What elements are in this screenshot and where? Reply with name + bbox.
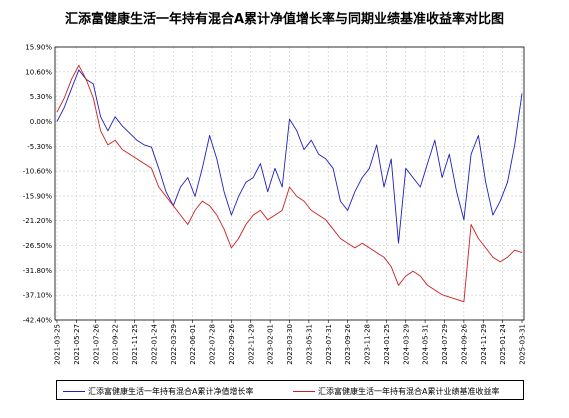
y-tick-labels: 15.90% 10.60% 5.30% 0.00% -5.30% -10.60% -15.9… <box>23 44 53 325</box>
y-tick-label: 5.30% <box>30 93 53 101</box>
legend-swatch-nav <box>63 391 85 392</box>
axes <box>54 46 525 323</box>
x-tick-label: 2023-11-28 <box>364 324 372 365</box>
x-tick-label: 2023-02-01 <box>267 324 275 365</box>
legend-label-benchmark: 汇添富健康生活一年持有混合A累计业绩基准收益率 <box>318 387 500 396</box>
x-tick-label: 2021-09-22 <box>112 324 120 365</box>
y-tick-label: -5.30% <box>27 143 52 151</box>
y-tick-label: -31.80% <box>23 267 53 275</box>
grid <box>55 46 524 321</box>
x-tick-label: 2024-11-29 <box>480 324 488 365</box>
x-tick-label: 2021-11-25 <box>131 324 139 365</box>
series-line-1 <box>56 64 523 303</box>
x-tick-label: 2024-09-26 <box>460 323 468 364</box>
x-tick-label: 2021-05-27 <box>73 324 81 365</box>
legend-item-nav: 汇添富健康生活一年持有混合A累计净值增长率 <box>63 386 253 397</box>
x-tick-label: 2023-05-31 <box>305 324 313 365</box>
x-tick-label: 2022-03-29 <box>170 324 178 365</box>
x-tick-label: 2023-09-26 <box>344 323 352 364</box>
y-tick-label: -37.10% <box>23 292 53 300</box>
y-tick-label: -42.40% <box>23 317 53 325</box>
x-tick-label: 2021-03-25 <box>54 324 62 365</box>
x-tick-label: 2024-07-29 <box>441 324 449 365</box>
x-tick-label: 2022-09-26 <box>228 323 236 364</box>
legend-label-nav: 汇添富健康生活一年持有混合A累计净值增长率 <box>88 387 254 396</box>
legend: 汇添富健康生活一年持有混合A累计净值增长率 汇添富健康生活一年持有混合A累计业绩… <box>56 380 524 400</box>
series-line-0 <box>56 69 523 244</box>
legend-swatch-benchmark <box>293 391 315 392</box>
y-tick-label: -15.90% <box>23 192 53 200</box>
x-tick-label: 2024-01-25 <box>383 324 391 365</box>
y-tick-label: -21.20% <box>23 217 53 225</box>
y-tick-label: -10.60% <box>23 168 53 176</box>
x-tick-label: 2025-01-24 <box>499 323 507 364</box>
x-tick-label: 2022-01-24 <box>150 323 158 364</box>
x-tick-label: 2021-07-26 <box>92 323 100 364</box>
chart-title: 汇添富健康生活一年持有混合A累计净值增长率与同期业绩基准收益率对比图 <box>64 12 505 27</box>
x-tick-label: 2024-03-29 <box>402 324 410 365</box>
y-tick-label: -26.50% <box>23 242 53 250</box>
x-tick-label: 2022-06-01 <box>189 324 197 365</box>
plot-frame <box>54 46 525 321</box>
x-tick-label: 2023-07-31 <box>325 324 333 365</box>
x-tick-label: 2023-03-30 <box>286 324 294 365</box>
y-tick-label: 10.60% <box>25 68 52 76</box>
series-lines <box>56 64 523 303</box>
x-tick-label: 2024-05-31 <box>422 324 430 365</box>
x-tick-label: 2022-11-29 <box>247 324 255 365</box>
x-tick-label: 2022-07-28 <box>209 324 217 365</box>
x-tick-labels: 2021-03-25 2021-05-27 2021-07-26 2021-09-22… <box>54 323 527 364</box>
x-tick-label: 2025-03-31 <box>519 324 527 365</box>
y-tick-label: 0.00% <box>30 118 53 126</box>
y-tick-label: 15.90% <box>25 44 52 52</box>
legend-item-benchmark: 汇添富健康生活一年持有混合A累计业绩基准收益率 <box>293 386 499 397</box>
